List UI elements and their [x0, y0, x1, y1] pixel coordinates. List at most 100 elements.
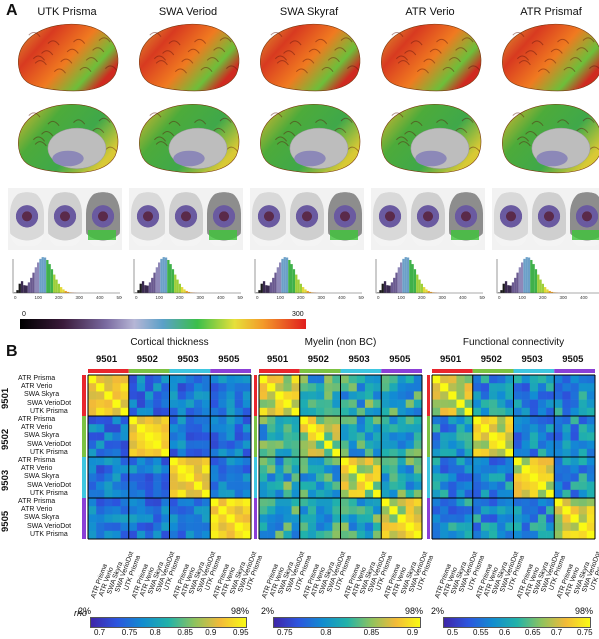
heatmap-cell [397, 407, 406, 417]
heatmap-cell [373, 481, 382, 491]
heatmap-cell [128, 506, 138, 515]
heatmap-cell [505, 530, 514, 540]
heatmap-cell [145, 399, 154, 409]
heatmap-cell [432, 457, 441, 466]
subject-color-bar [340, 369, 382, 373]
heatmap-cell [348, 481, 358, 491]
heatmap-cell [456, 481, 465, 491]
heatmap-cell [356, 407, 366, 417]
heatmap-cell [340, 399, 349, 409]
heatmap-cell [299, 391, 309, 400]
heatmap-cell [88, 416, 97, 425]
heatmap-cell [348, 424, 358, 433]
heatmap-cell [570, 489, 579, 499]
heatmap-cell [234, 489, 244, 499]
heatmap-cell [226, 473, 235, 482]
heatmap-cell [356, 506, 366, 515]
heatmap-cell [586, 489, 596, 499]
rho-tick-label: 0.55 [473, 628, 489, 637]
heatmap-cell [193, 457, 203, 466]
heatmap-cell [291, 498, 301, 507]
heatmap-cell [340, 440, 349, 450]
heatmap-cell [218, 424, 227, 433]
heatmap-cell [373, 383, 382, 392]
heatmap-cell [299, 432, 309, 441]
heatmap-cell [291, 424, 301, 433]
heatmap-cell [480, 399, 490, 409]
heatmap-cell [521, 522, 531, 532]
heatmap-cell [112, 465, 121, 474]
heatmap-cell [397, 514, 406, 523]
heatmap-cell [529, 465, 539, 474]
heatmap-cell [497, 522, 506, 532]
heatmap-cell [413, 424, 423, 433]
heatmap-cell [472, 391, 482, 400]
heatmap-cell [546, 448, 555, 458]
heatmap-cell [185, 424, 195, 433]
subject-top-label: 9503 [348, 354, 370, 365]
heatmap-cell [554, 416, 563, 425]
heatmap-cell [562, 489, 571, 499]
heatmap-cell [521, 506, 531, 515]
heatmap-cell [259, 383, 268, 392]
subject-side-label: 9501 [0, 387, 11, 409]
heatmap-cell [324, 465, 333, 474]
heatmap-cell [332, 522, 341, 532]
heatmap-cell [324, 375, 333, 384]
heatmap-cell [389, 399, 398, 409]
heatmap-cell [554, 448, 563, 458]
heatmap-cell [275, 448, 284, 458]
heatmap-cell [529, 448, 539, 458]
heatmap-cell [413, 383, 423, 392]
heatmap-cell [153, 407, 162, 417]
heatmap-cell [513, 522, 522, 532]
heatmap-cell [448, 391, 457, 400]
hist-tick: 500 [359, 295, 365, 299]
heatmap-cell [226, 440, 235, 450]
heatmap-cell [169, 498, 178, 507]
heatmap-cell [120, 416, 130, 425]
heatmap-cell [259, 399, 268, 409]
heatmap-cell [537, 481, 547, 491]
heatmap-cell [275, 383, 284, 392]
scanner-row-label: UTK Prisma [30, 407, 68, 415]
hist-tick: 300 [560, 295, 568, 299]
heatmap-cell [546, 391, 555, 400]
heatmap-cell [570, 416, 579, 425]
heatmap-cell [381, 432, 390, 441]
scanner-row-label: UTK Prisma [30, 530, 68, 538]
heatmap-cell [381, 530, 390, 540]
heatmap-cell [120, 489, 130, 499]
heatmap-cell [570, 506, 579, 515]
rho-tick-label: 0.9 [205, 628, 217, 637]
heatmap-cell [529, 514, 539, 523]
heatmap-cell [413, 407, 423, 417]
hist-tick: 500 [238, 295, 244, 299]
heatmap-cell [88, 530, 97, 540]
heatmap-cell [210, 522, 219, 532]
heatmap-cell [381, 375, 390, 384]
heatmap-cell [169, 416, 178, 425]
heatmap-cell [562, 506, 571, 515]
heatmap-cell [448, 375, 457, 384]
heatmap-cell [136, 448, 146, 458]
heatmap-cell [267, 457, 276, 466]
hist-tick: 200 [539, 295, 547, 299]
heatmap-cell [234, 522, 244, 532]
heatmap-cell [185, 399, 195, 409]
pct-low-label: 2% [78, 606, 92, 616]
heatmap-cell [259, 514, 268, 523]
heatmap-cell [464, 473, 474, 482]
scanner-title: SWA Veriod [158, 6, 218, 18]
subject-color-bar [82, 375, 86, 416]
heatmap-cell [505, 457, 514, 466]
heatmap-cell [218, 457, 227, 466]
heatmap-cell [537, 399, 547, 409]
heatmap-cell [348, 498, 358, 507]
scanner-row-label: SWA VerioDot [27, 399, 72, 407]
heatmap-cell [586, 432, 596, 441]
hist-tick: 100 [156, 295, 164, 299]
heatmap-cell [136, 473, 146, 482]
heatmap-cell [210, 514, 219, 523]
heatmap-cell [226, 424, 235, 433]
